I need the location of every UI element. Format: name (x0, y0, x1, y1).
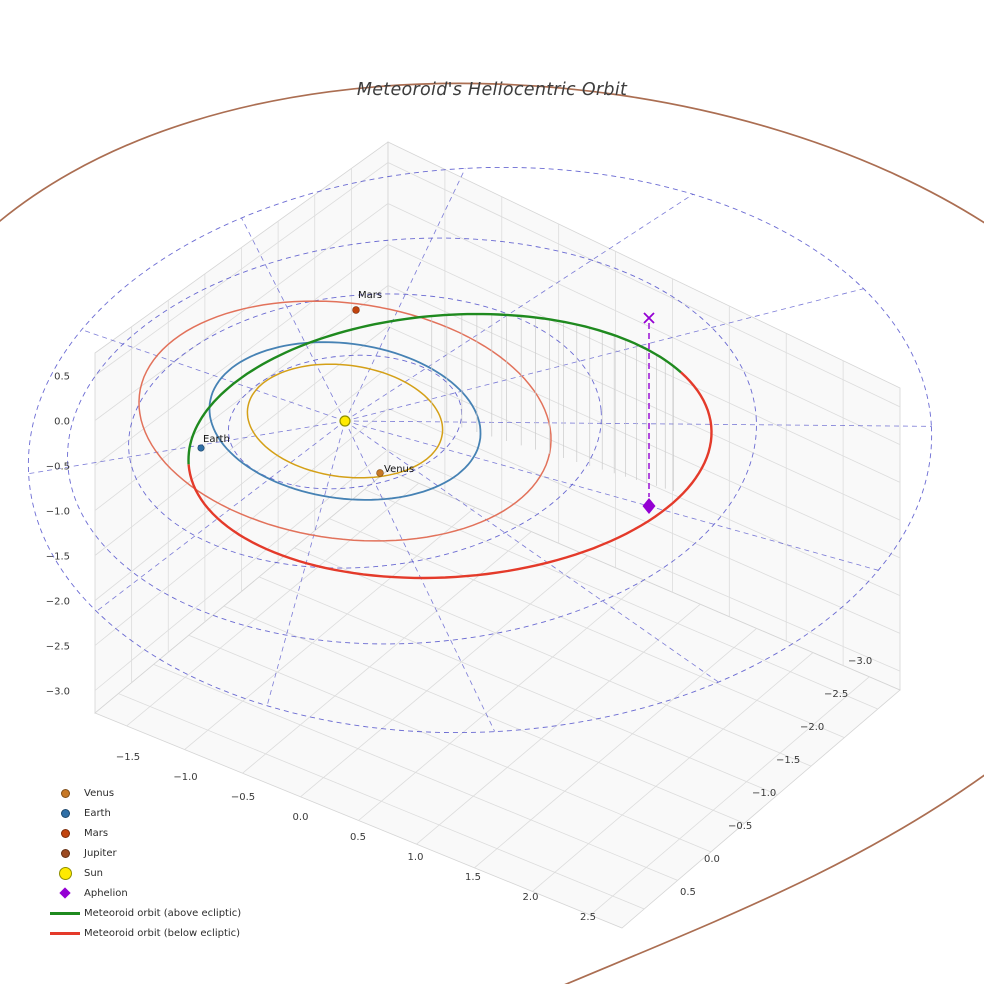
mars-plot-label: Mars (358, 290, 383, 301)
legend-label-sun: Sun (84, 867, 104, 879)
svg-text:−1.0: −1.0 (46, 507, 70, 518)
legend-item-earth: Earth (48, 803, 241, 823)
earth-orbit (208, 341, 482, 501)
venus-legend-marker-icon (60, 788, 70, 798)
sun-marker (339, 415, 351, 427)
mars-marker (352, 306, 360, 314)
sun-legend-marker-icon (58, 866, 72, 880)
svg-text:1.0: 1.0 (408, 852, 424, 863)
aphelion-markers (642, 312, 656, 514)
meteoroid-orbit (187, 312, 713, 580)
svg-text:−2.5: −2.5 (46, 642, 70, 653)
svg-text:−0.5: −0.5 (728, 821, 752, 832)
svg-text:−1.5: −1.5 (776, 755, 800, 766)
svg-text:0.5: 0.5 (54, 372, 70, 383)
earth-plot-label: Earth (203, 434, 230, 445)
legend-item-mars: Mars (48, 823, 241, 843)
earth-marker (197, 444, 205, 452)
aphelion-legend-marker-icon (59, 887, 71, 899)
legend-item-jupiter: Jupiter (48, 843, 241, 863)
svg-text:−2.0: −2.0 (46, 597, 70, 608)
svg-text:1.5: 1.5 (465, 872, 481, 883)
aphelion-projection-x-icon (643, 312, 655, 324)
legend-label-meteoroid-below: Meteoroid orbit (below ecliptic) (84, 927, 241, 939)
planet-orbits (0, 82, 984, 984)
svg-text:−1.0: −1.0 (173, 772, 197, 783)
legend-label-earth: Earth (84, 807, 111, 819)
svg-text:−3.0: −3.0 (848, 656, 872, 667)
body-markers (197, 306, 384, 477)
legend-label-mars: Mars (84, 827, 109, 839)
svg-text:0.0: 0.0 (54, 417, 70, 428)
legend: Venus Earth Mars Jupiter Sun Aphelion Me… (48, 783, 241, 943)
svg-text:−1.5: −1.5 (116, 752, 140, 763)
legend-item-aphelion: Aphelion (48, 883, 241, 903)
earth-legend-marker-icon (60, 808, 70, 818)
mars-legend-marker-icon (60, 828, 70, 838)
svg-text:−0.5: −0.5 (46, 462, 70, 473)
legend-item-venus: Venus (48, 783, 241, 803)
svg-text:−0.5: −0.5 (231, 792, 255, 803)
svg-text:−3.0: −3.0 (46, 687, 70, 698)
venus-plot-label: Venus (384, 464, 415, 475)
venus-orbit (246, 363, 444, 479)
tick-labels: −1.5 −1.0 −0.5 0.0 0.5 1.0 1.5 2.0 2.5 −3.0 −2.5 −2… (46, 372, 873, 924)
aphelion-diamond-icon (642, 498, 656, 514)
meteoroid-above-ecliptic-path (187, 312, 682, 465)
jupiter-orbit-bottom-arc (564, 774, 984, 984)
jupiter-orbit-top-arc (0, 82, 984, 224)
legend-label-meteoroid-above: Meteoroid orbit (above ecliptic) (84, 907, 242, 919)
svg-text:0.0: 0.0 (293, 812, 309, 823)
legend-label-jupiter: Jupiter (84, 847, 117, 859)
jupiter-legend-marker-icon (60, 848, 70, 858)
svg-text:−1.5: −1.5 (46, 552, 70, 563)
svg-text:2.5: 2.5 (580, 912, 596, 923)
svg-text:−2.0: −2.0 (800, 722, 824, 733)
legend-item-meteoroid-below: Meteoroid orbit (below ecliptic) (48, 923, 241, 943)
red-line-legend-marker-icon (50, 931, 80, 935)
height-stems (431, 314, 674, 492)
legend-item-sun: Sun (48, 863, 241, 883)
venus-marker (376, 469, 384, 477)
ecliptic-grid (27, 166, 933, 734)
svg-text:−2.5: −2.5 (824, 689, 848, 700)
legend-label-aphelion: Aphelion (84, 887, 128, 899)
svg-text:0.0: 0.0 (704, 854, 720, 865)
plot-title: Meteoroid's Heliocentric Orbit (356, 80, 628, 100)
svg-text:−1.0: −1.0 (752, 788, 776, 799)
green-line-legend-marker-icon (50, 911, 80, 915)
svg-text:0.5: 0.5 (680, 887, 696, 898)
legend-label-venus: Venus (84, 787, 115, 799)
legend-item-meteoroid-above: Meteoroid orbit (above ecliptic) (48, 903, 241, 923)
svg-text:0.5: 0.5 (350, 832, 366, 843)
svg-text:2.0: 2.0 (523, 892, 539, 903)
meteoroid-below-ecliptic-path (187, 371, 713, 580)
axes-panes (94, 141, 901, 929)
